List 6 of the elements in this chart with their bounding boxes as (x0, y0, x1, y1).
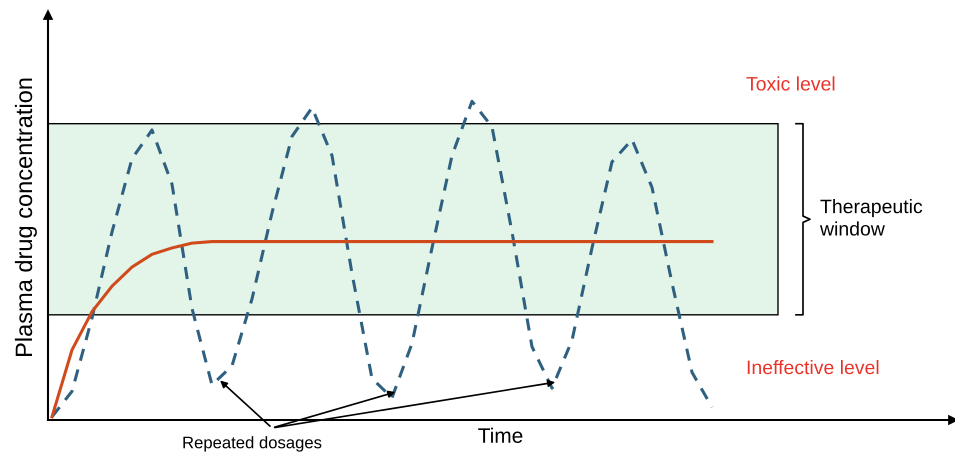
x-axis-title: Time (478, 428, 522, 443)
text: Ineffective level (748, 360, 878, 374)
band-label: Therapeutic window (820, 199, 922, 236)
y-axis-title: Plasma drug concentration (14, 78, 37, 356)
text: Repeated dosages (183, 436, 322, 452)
text: Toxic level (746, 76, 834, 91)
